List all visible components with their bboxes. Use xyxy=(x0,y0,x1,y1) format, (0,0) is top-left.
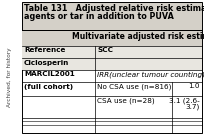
Text: 3.7): 3.7) xyxy=(186,104,200,111)
Bar xyxy=(22,46,202,58)
Text: CSA use (n=28): CSA use (n=28) xyxy=(97,97,155,104)
Text: SCC: SCC xyxy=(97,48,113,53)
Text: IRR(unclear tumour counting): IRR(unclear tumour counting) xyxy=(97,72,204,78)
Text: Multivariate adjusted risk estimate: Multivariate adjusted risk estimate xyxy=(72,32,204,41)
Bar xyxy=(22,30,202,46)
Text: 3.1 (2.6-: 3.1 (2.6- xyxy=(169,97,200,104)
Bar xyxy=(22,2,202,30)
Bar xyxy=(22,30,202,133)
Bar xyxy=(22,58,202,70)
Text: Archived, for history: Archived, for history xyxy=(8,47,12,107)
Text: MARCIL2001: MARCIL2001 xyxy=(24,72,75,77)
Bar xyxy=(22,2,202,30)
Text: (full cohort): (full cohort) xyxy=(24,84,73,90)
Text: Reference: Reference xyxy=(24,48,65,53)
Text: No CSA use (n=816): No CSA use (n=816) xyxy=(97,84,171,90)
Text: agents or tar in addition to PUVA: agents or tar in addition to PUVA xyxy=(24,12,174,21)
Text: Ciclosperin: Ciclosperin xyxy=(24,60,69,65)
Text: 1.0: 1.0 xyxy=(188,84,200,90)
Text: Table 131   Adjusted relative risk estimates for SCC a…: Table 131 Adjusted relative risk estimat… xyxy=(24,4,204,13)
